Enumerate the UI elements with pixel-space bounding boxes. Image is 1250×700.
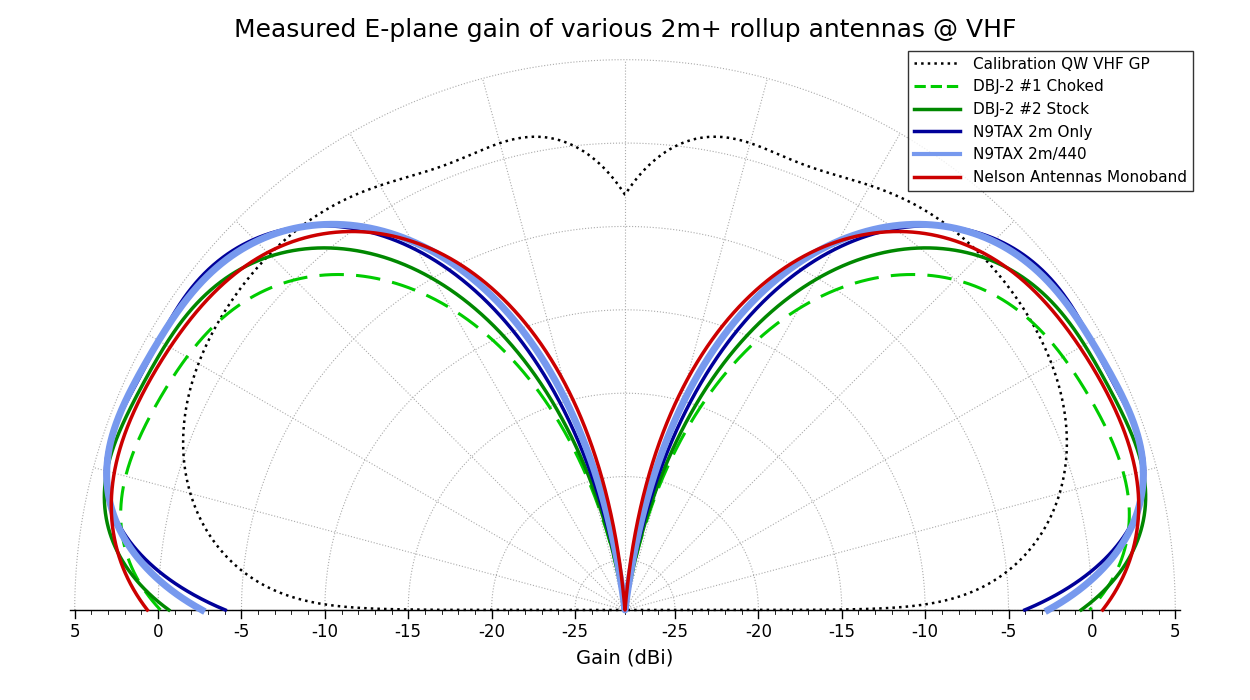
Text: -10: -10 (911, 623, 939, 641)
Text: 0: 0 (1086, 623, 1098, 641)
Text: -20: -20 (745, 623, 772, 641)
Text: -25: -25 (661, 623, 689, 641)
Text: 5: 5 (70, 623, 80, 641)
Text: -5: -5 (234, 623, 250, 641)
Text: -25: -25 (561, 623, 589, 641)
Text: Measured E-plane gain of various 2m+ rollup antennas @ VHF: Measured E-plane gain of various 2m+ rol… (234, 18, 1016, 41)
Text: -15: -15 (395, 623, 421, 641)
Text: -15: -15 (829, 623, 855, 641)
Text: -20: -20 (478, 623, 505, 641)
Legend: Calibration QW VHF GP, DBJ-2 #1 Choked, DBJ-2 #2 Stock, N9TAX 2m Only, N9TAX 2m/: Calibration QW VHF GP, DBJ-2 #1 Choked, … (909, 50, 1192, 191)
Text: 0: 0 (152, 623, 164, 641)
Text: -10: -10 (311, 623, 339, 641)
Text: 5: 5 (1170, 623, 1180, 641)
Text: -5: -5 (1000, 623, 1016, 641)
Text: Gain (dBi): Gain (dBi) (576, 648, 674, 667)
